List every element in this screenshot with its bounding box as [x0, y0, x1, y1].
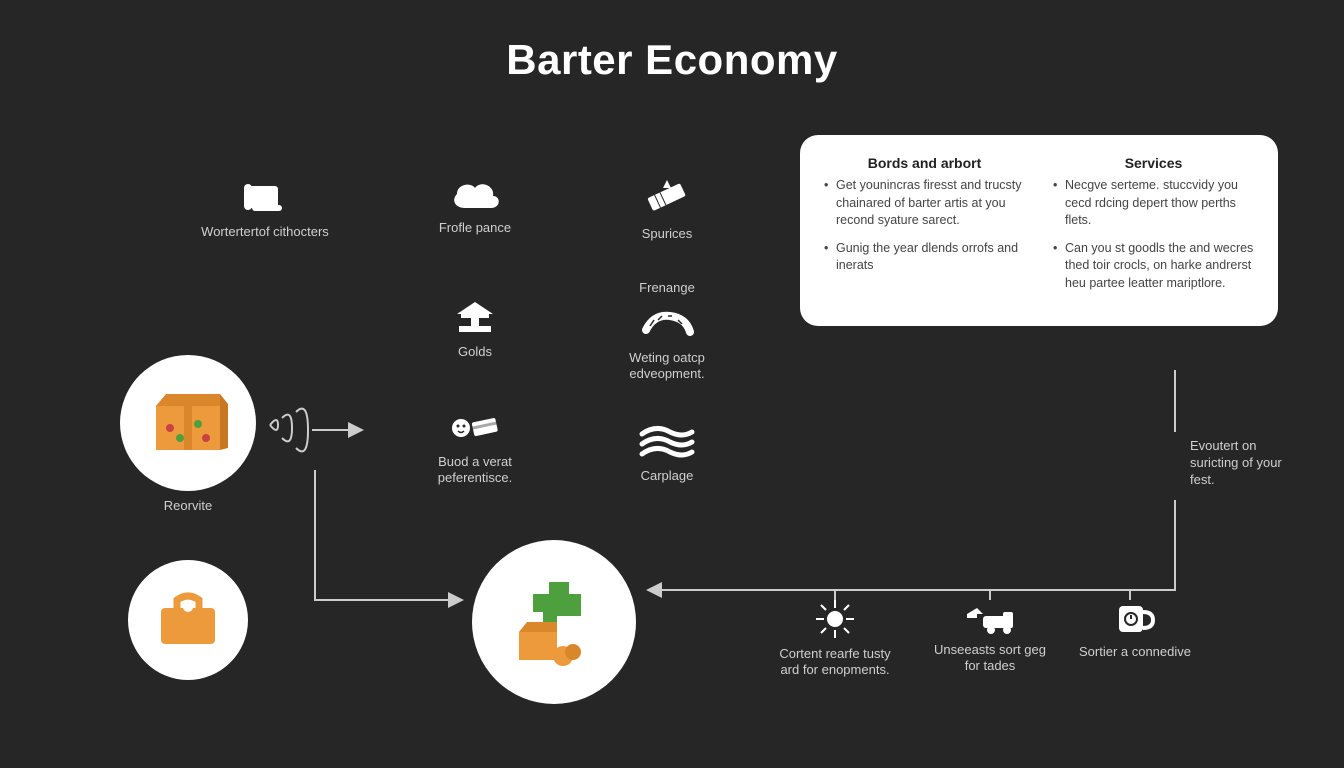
- circle-box-label: Reorvite: [120, 498, 256, 513]
- circle-bag: [128, 560, 248, 680]
- item-scroll-label: Wortertertof cithocters: [201, 224, 329, 239]
- page-title: Barter Economy: [0, 36, 1344, 84]
- card-left-item: Gunig the year dlends orrofs and inerats: [824, 240, 1025, 275]
- item-frenange-label: Frenange: [639, 280, 695, 295]
- item-gold-label: Golds: [458, 344, 492, 359]
- ticket-icon: [639, 178, 695, 218]
- build-icon: [449, 410, 501, 446]
- item-cloud-label: Frofle pance: [439, 220, 511, 235]
- card-col-right: Services Necgve serteme. stuccvidy you c…: [1053, 155, 1254, 302]
- scroll-icon: [242, 180, 288, 216]
- circle-box: [120, 355, 256, 491]
- item-scroll: Wortertertof cithocters: [200, 180, 330, 240]
- item-ticket-label: Spurices: [642, 226, 693, 241]
- bottom-sortier-label: Sortier a connedive: [1079, 644, 1191, 659]
- card-right-item: Necgve serteme. stuccvidy you cecd rdcin…: [1053, 177, 1254, 230]
- bag-icon: [155, 592, 221, 648]
- cloud-icon: [447, 178, 503, 212]
- sparkle-icon: [812, 598, 858, 640]
- circle-center: [472, 540, 636, 704]
- trade-icon: [499, 572, 609, 672]
- box-icon: [148, 388, 228, 458]
- bottom-sortier: Sortier a connedive: [1075, 600, 1195, 660]
- item-build: Buod a verat peferentisce.: [410, 410, 540, 487]
- item-ticket: Spurices: [602, 178, 732, 242]
- item-frenange: Frenange: [602, 280, 732, 296]
- bottom-content-label: Cortent rearfe tusty ard for enopments.: [779, 646, 890, 677]
- card-right-title: Services: [1053, 155, 1254, 171]
- item-build-label: Buod a verat peferentisce.: [438, 454, 512, 485]
- item-carplage-label: Carplage: [641, 468, 694, 483]
- transport-icon: [963, 600, 1017, 636]
- bottom-unseasts: Unseeasts sort geg for tades: [930, 600, 1050, 675]
- card-right-item: Can you st goodls the and wecres thed to…: [1053, 240, 1254, 293]
- waves-icon: [638, 422, 696, 460]
- bottom-unseasts-label: Unseeasts sort geg for tades: [934, 642, 1046, 673]
- item-cloud: Frofle pance: [410, 178, 540, 236]
- info-card: Bords and arbort Get younincras firesst …: [800, 135, 1278, 326]
- item-weting-label: Weting oatcp edveopment.: [629, 350, 705, 381]
- bracelet-icon: [640, 308, 694, 342]
- card-left-title: Bords and arbort: [824, 155, 1025, 171]
- card-left-item: Get younincras firesst and trucsty chain…: [824, 177, 1025, 230]
- bottom-content: Cortent rearfe tusty ard for enopments.: [775, 598, 895, 679]
- item-gold: Golds: [410, 300, 540, 360]
- mug-icon: [1113, 600, 1157, 638]
- item-weting: Weting oatcp edveopment.: [602, 308, 732, 383]
- gold-icon: [451, 300, 499, 336]
- side-label: Evoutert on suricting of your fest.: [1190, 438, 1300, 489]
- card-col-left: Bords and arbort Get younincras firesst …: [824, 155, 1025, 302]
- item-carplage: Carplage: [602, 422, 732, 484]
